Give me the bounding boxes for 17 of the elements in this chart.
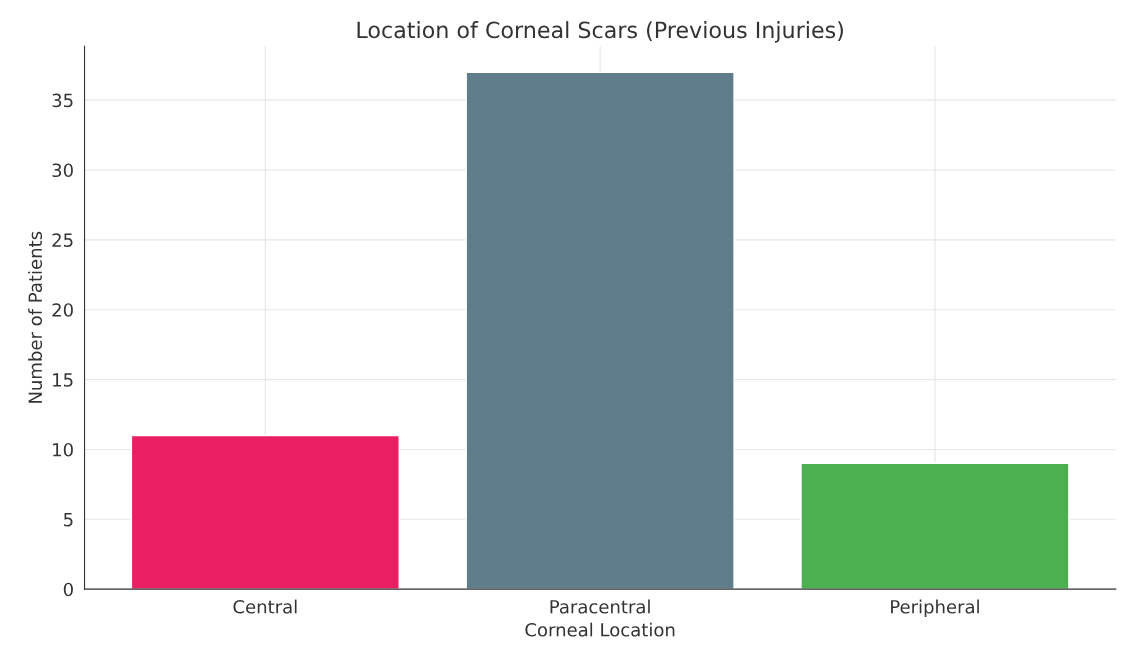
chart-title: Location of Corneal Scars (Previous Injuries) [357, 21, 843, 43]
x-axis-title: Corneal Location [525, 622, 675, 637]
bar [800, 462, 1070, 590]
x-tick-label: Peripheral [891, 599, 979, 618]
y-tick-label: 30 [52, 163, 73, 178]
y-tick-label: 35 [52, 93, 73, 108]
y-tick-label: 25 [52, 233, 73, 247]
y-tick-label: 10 [53, 442, 73, 457]
x-tick-label: Central [233, 599, 297, 614]
y-axis-title: Number of Patients [28, 231, 43, 403]
y-tick-label: 15 [53, 373, 73, 387]
y-tick-label: 20 [52, 303, 73, 317]
x-tick-label: Paracentral [550, 599, 650, 614]
bar [465, 71, 735, 590]
bar [130, 434, 400, 590]
y-tick-label: 5 [64, 513, 73, 527]
y-tick-label: 0 [63, 582, 73, 597]
